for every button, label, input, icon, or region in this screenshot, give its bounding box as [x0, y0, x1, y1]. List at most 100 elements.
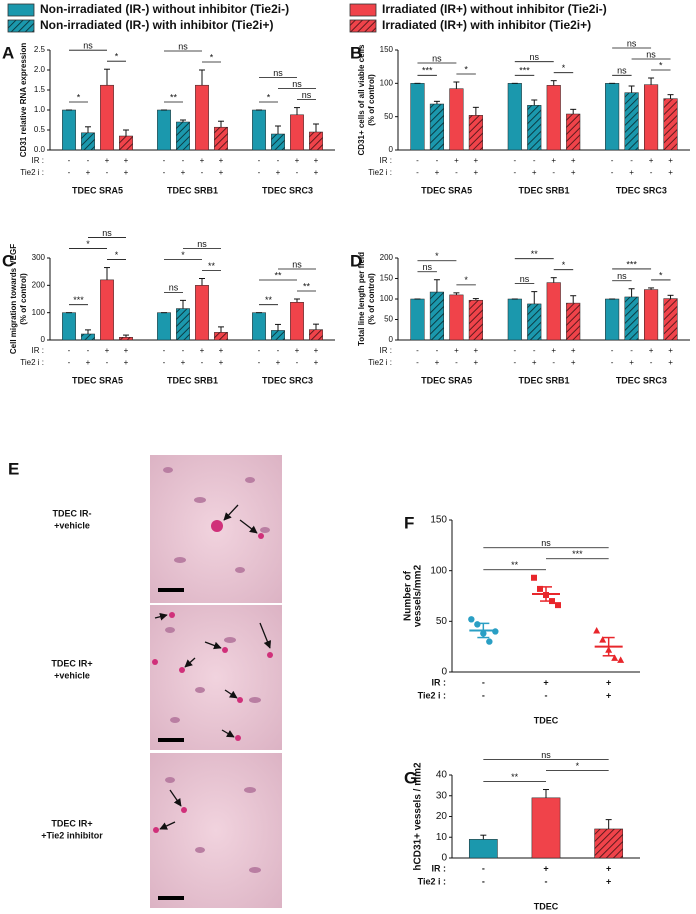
- significance-label: **: [511, 772, 519, 782]
- row-sign: +: [474, 346, 479, 355]
- bar: [605, 298, 620, 341]
- group-label: TDEC SRB1: [518, 375, 569, 385]
- y-tick-label: 2.0: [34, 65, 46, 74]
- bar: [429, 103, 444, 151]
- row-sign: +: [105, 346, 110, 355]
- row-sign: +: [474, 168, 479, 177]
- legend-swatch: [7, 19, 35, 33]
- significance-label: ns: [292, 79, 302, 89]
- row-sign: +: [606, 690, 611, 700]
- y-tick-label: 200: [380, 253, 394, 262]
- row-sign: +: [86, 358, 91, 367]
- row-sign: -: [513, 168, 516, 177]
- row-sign: +: [124, 358, 129, 367]
- row-sign: +: [668, 358, 673, 367]
- significance-label: **: [531, 249, 539, 259]
- legend-label: Non-irradiated (IR-) without inhibitor (…: [40, 2, 289, 16]
- row-sign: -: [436, 156, 439, 165]
- row-sign: +: [276, 168, 281, 177]
- panel-letter: D: [350, 251, 362, 270]
- row-sign: +: [124, 156, 129, 165]
- bar: [410, 298, 425, 341]
- y-tick-label: 0: [441, 667, 447, 678]
- bar: [468, 839, 498, 859]
- significance-label: ns: [646, 49, 656, 59]
- bar: [507, 83, 522, 151]
- significance-label: ns: [432, 53, 442, 63]
- y-tick-label: 150: [380, 45, 394, 54]
- row-sign: +: [219, 156, 224, 165]
- significance-label: ***: [519, 66, 530, 76]
- legend-label: Irradiated (IR+) without inhibitor (Tie2…: [382, 2, 607, 16]
- row-label: Tie2 i :: [368, 358, 392, 367]
- y-tick-label: 100: [430, 565, 447, 576]
- row-sign: -: [513, 156, 516, 165]
- bar: [290, 114, 304, 151]
- point: [611, 654, 619, 661]
- row-sign: +: [571, 156, 576, 165]
- significance-label: ***: [422, 66, 433, 76]
- y-axis-label: (% of control): [367, 74, 376, 126]
- row-sign: +: [314, 168, 319, 177]
- row-sign: -: [611, 358, 614, 367]
- bar: [644, 84, 659, 151]
- bar: [157, 312, 171, 341]
- image-label: +Tie2 inhibitor: [41, 830, 103, 840]
- point: [486, 638, 493, 645]
- bar: [81, 132, 95, 151]
- row-sign: -: [68, 346, 71, 355]
- bar: [62, 109, 76, 151]
- significance-label: **: [265, 295, 273, 305]
- row-sign: +: [105, 156, 110, 165]
- legend-label: Irradiated (IR+) with inhibitor (Tie2i+): [382, 18, 591, 32]
- row-label: IR :: [432, 863, 447, 873]
- point: [555, 602, 561, 609]
- row-sign: -: [611, 156, 614, 165]
- row-sign: -: [552, 168, 555, 177]
- significance-label: ns: [292, 259, 302, 269]
- point: [474, 621, 481, 628]
- row-sign: -: [533, 346, 536, 355]
- row-sign: +: [435, 168, 440, 177]
- row-sign: +: [200, 156, 205, 165]
- significance-label: **: [208, 261, 216, 271]
- significance-label: ns: [273, 68, 283, 78]
- row-sign: -: [87, 346, 90, 355]
- bar: [176, 121, 190, 151]
- y-tick-label: 2.5: [34, 45, 46, 54]
- row-sign: -: [416, 156, 419, 165]
- significance-label: ***: [73, 295, 84, 305]
- row-sign: +: [86, 168, 91, 177]
- y-tick-label: 20: [436, 811, 448, 822]
- row-sign: +: [649, 346, 654, 355]
- group-label: TDEC SRB1: [167, 375, 218, 385]
- row-sign: -: [163, 156, 166, 165]
- y-tick-label: 0: [389, 335, 394, 344]
- row-sign: -: [258, 358, 261, 367]
- group-label: TDEC SRC3: [616, 185, 667, 195]
- bar: [100, 84, 114, 151]
- x-axis-label: TDEC: [534, 901, 559, 911]
- y-tick-label: 30: [436, 790, 448, 801]
- significance-label: *: [435, 251, 439, 261]
- row-sign: -: [650, 358, 653, 367]
- group-label: TDEC SRB1: [167, 185, 218, 195]
- y-tick-label: 10: [436, 832, 448, 843]
- significance-label: ns: [178, 41, 188, 51]
- row-sign: +: [532, 358, 537, 367]
- y-axis-label: (% of control): [19, 273, 28, 325]
- y-tick-label: 150: [430, 515, 447, 526]
- bar: [531, 797, 561, 859]
- significance-label: *: [181, 250, 185, 260]
- histology-image: [150, 605, 282, 750]
- row-sign: -: [416, 346, 419, 355]
- row-sign: -: [258, 156, 261, 165]
- bar: [252, 109, 266, 151]
- histology-image: [150, 455, 282, 603]
- row-sign: -: [545, 690, 548, 700]
- bar: [271, 330, 285, 341]
- row-sign: +: [571, 346, 576, 355]
- significance-label: ns: [302, 90, 312, 100]
- row-sign: +: [551, 156, 556, 165]
